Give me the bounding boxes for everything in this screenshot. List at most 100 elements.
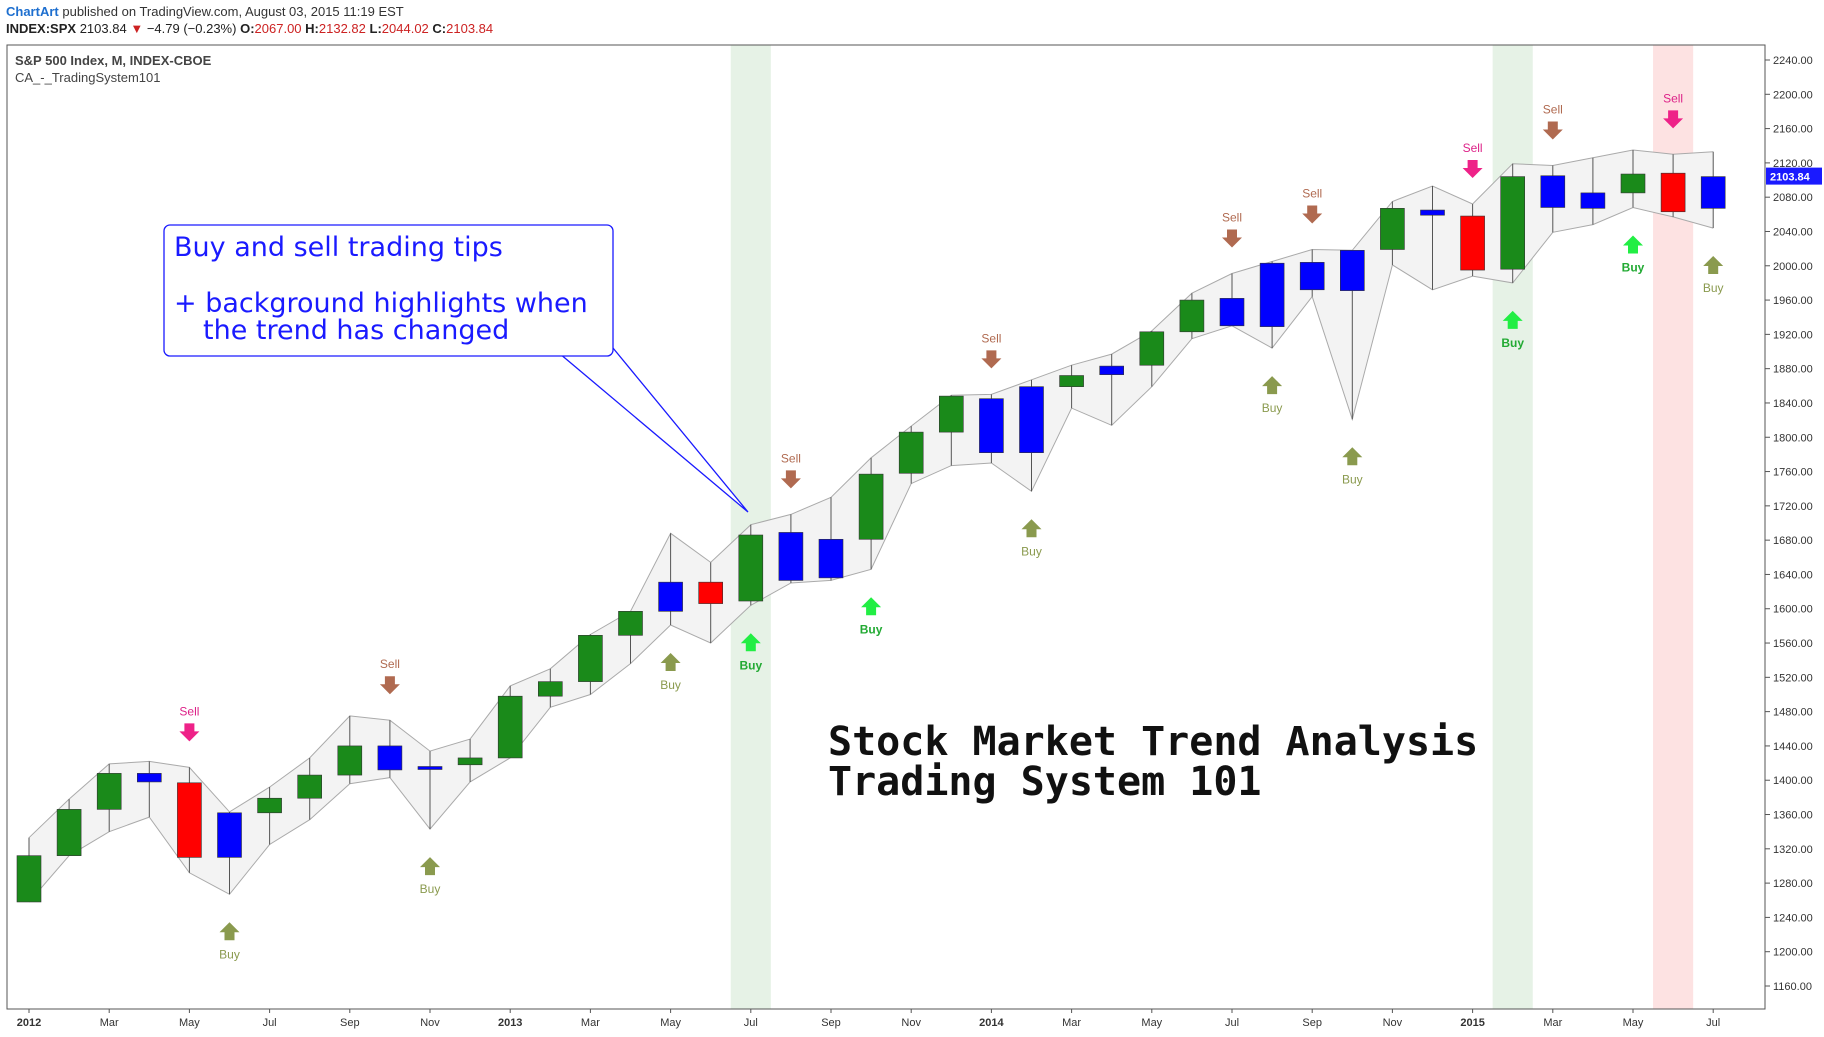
sell-signal: Sell xyxy=(1543,102,1563,140)
sell-arrow-icon xyxy=(1222,229,1242,248)
last-price-marker: 2103.84 xyxy=(1766,167,1822,185)
x-tick-label: Sep xyxy=(821,1017,841,1029)
candle xyxy=(1299,249,1325,297)
candle xyxy=(96,763,122,832)
callout: Buy and sell trading tips + background h… xyxy=(163,224,749,513)
candle xyxy=(1620,150,1646,208)
candle-body xyxy=(618,611,643,636)
buy-arrow-icon xyxy=(1021,519,1042,538)
candle xyxy=(257,787,282,845)
last-price: 2103.84 xyxy=(79,21,127,36)
candle-body xyxy=(417,766,443,770)
sell-arrow-icon xyxy=(379,676,400,695)
sell-label: Sell xyxy=(1463,141,1483,155)
candle-body xyxy=(177,782,202,858)
buy-arrow-icon xyxy=(219,922,240,941)
plot-frame xyxy=(6,44,1766,1010)
x-tick-label: Mar xyxy=(1062,1017,1081,1029)
y-tick-label: 1200.00 xyxy=(1773,947,1813,959)
buy-arrow-icon xyxy=(1342,447,1363,466)
symbol: INDEX:SPX xyxy=(6,21,77,36)
buy-label: Buy xyxy=(1262,401,1283,415)
x-tick-label: Jul xyxy=(744,1017,758,1029)
candle-body xyxy=(457,757,483,766)
y-tick-label: 1240.00 xyxy=(1773,912,1813,924)
candle-body xyxy=(938,395,964,433)
y-tick-label: 1480.00 xyxy=(1773,707,1813,719)
buy-label: Buy xyxy=(1501,336,1524,350)
x-tick-label: 2014 xyxy=(979,1017,1004,1029)
candle xyxy=(738,524,764,606)
x-tick-label: 2012 xyxy=(17,1017,41,1029)
time-axis[interactable]: 2012 Mar May Jul Sep Nov 2013 Mar May Jul Sep Nov 20… xyxy=(17,1009,1720,1029)
indicator-legend: CA_-_TradingSystem101 xyxy=(15,70,160,85)
y-tick-label: 1720.00 xyxy=(1773,501,1813,513)
candle-body xyxy=(377,745,403,771)
buy-label: Buy xyxy=(1342,472,1363,486)
callout-line-1: Buy and sell trading tips xyxy=(174,232,503,263)
candle xyxy=(377,720,403,778)
x-tick-label: Jul xyxy=(1706,1017,1720,1029)
candle-body xyxy=(1700,176,1726,209)
candle xyxy=(1059,365,1084,409)
candle xyxy=(778,514,804,584)
buy-arrow-icon xyxy=(861,597,882,616)
down-triangle-icon: ▼ xyxy=(130,21,144,36)
candle-body xyxy=(1380,208,1405,250)
x-tick-label: May xyxy=(660,1017,681,1029)
brand-link[interactable]: ChartArt xyxy=(6,4,59,19)
candle-body xyxy=(1340,250,1365,291)
candle-body xyxy=(1540,175,1566,208)
sell-label: Sell xyxy=(1543,102,1563,116)
y-tick-label: 1400.00 xyxy=(1773,775,1813,787)
candle xyxy=(1660,154,1686,217)
candle-body xyxy=(337,745,363,776)
sell-arrow-icon xyxy=(179,723,200,742)
candle xyxy=(1540,165,1566,233)
candle xyxy=(537,668,563,708)
candle xyxy=(457,739,483,782)
y-tick-label: 2160.00 xyxy=(1773,124,1813,136)
y-tick-label: 1880.00 xyxy=(1773,364,1813,376)
candle xyxy=(337,715,363,784)
y-tick-label: 2000.00 xyxy=(1773,261,1813,273)
candle-body xyxy=(778,532,804,581)
buy-label: Buy xyxy=(660,678,681,692)
candle xyxy=(979,394,1004,463)
candle xyxy=(137,761,162,818)
candle xyxy=(898,426,924,484)
candle-body xyxy=(858,473,884,540)
buy-signal: Buy xyxy=(1501,310,1524,350)
price-change: −4.79 (−0.23%) xyxy=(146,21,237,36)
y-tick-label: 1560.00 xyxy=(1773,638,1813,650)
candle xyxy=(1420,186,1445,290)
y-tick-label: 2240.00 xyxy=(1773,55,1813,67)
candle xyxy=(658,533,683,626)
x-tick-label: May xyxy=(179,1017,200,1029)
sell-signal: Sell xyxy=(1222,210,1242,248)
buy-label: Buy xyxy=(1622,260,1645,274)
candle xyxy=(1259,261,1285,349)
candle xyxy=(1340,250,1365,420)
candle xyxy=(858,457,884,570)
candle-body xyxy=(698,581,724,604)
callout-box xyxy=(163,224,614,357)
buy-signal: Buy xyxy=(219,922,240,961)
sell-signal: Sell xyxy=(1463,141,1483,179)
candle-body xyxy=(1500,176,1525,270)
y-tick-label: 1600.00 xyxy=(1773,604,1813,616)
candle xyxy=(177,767,202,873)
sell-signal: Sell xyxy=(179,704,200,742)
candle xyxy=(1700,151,1726,229)
price-axis[interactable]: 1160.00 1200.00 1240.00 1280.00 1320.00 1360.… xyxy=(1765,55,1813,993)
headline-line-1: Stock Market Trend Analysis xyxy=(828,719,1478,765)
buy-signal: Buy xyxy=(660,653,681,692)
close-value: 2103.84 xyxy=(446,21,494,36)
y-tick-label: 1440.00 xyxy=(1773,741,1813,753)
y-tick-label: 1640.00 xyxy=(1773,569,1813,581)
candles xyxy=(16,150,1726,903)
y-tick-label: 1320.00 xyxy=(1773,844,1813,856)
sell-label: Sell xyxy=(1663,91,1683,105)
x-tick-label: Mar xyxy=(1543,1017,1562,1029)
